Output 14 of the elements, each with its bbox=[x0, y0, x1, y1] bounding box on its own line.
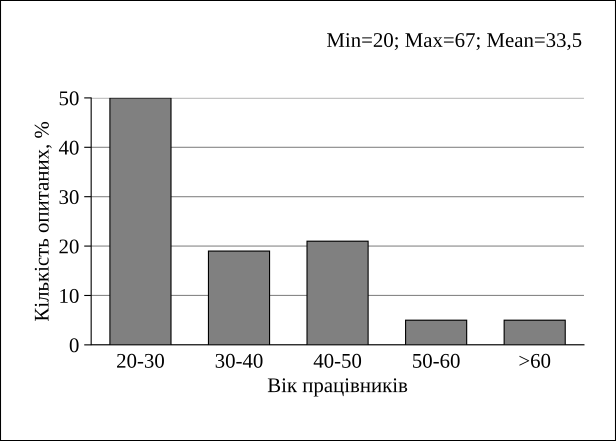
y-tick-label: 30 bbox=[60, 190, 79, 204]
y-tick-label: 0 bbox=[70, 338, 79, 352]
x-tick-label: 20-30 bbox=[117, 354, 164, 368]
x-tick-label: 50-60 bbox=[413, 354, 460, 368]
y-tick-label: 40 bbox=[58, 140, 79, 155]
y-tick-label: 50 bbox=[60, 91, 79, 106]
y-axis-title: Кількість опитаних, % bbox=[34, 122, 52, 321]
y-tick-label: 20 bbox=[59, 239, 79, 254]
x-tick-label: >60 bbox=[519, 354, 550, 368]
x-tick-label: 30-40 bbox=[216, 354, 263, 368]
x-tick-label: 40-50 bbox=[314, 354, 362, 368]
x-axis-title: Вік працівників bbox=[268, 378, 408, 397]
text: Min=20; Max=67; Mean=33,5 bbox=[327, 33, 582, 50]
y-tick-label: 10 bbox=[60, 288, 79, 303]
